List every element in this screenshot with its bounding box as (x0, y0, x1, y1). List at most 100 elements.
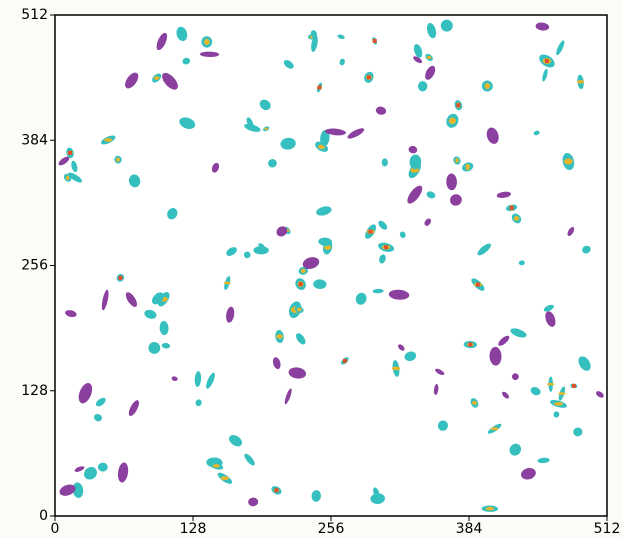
field-blob (372, 288, 384, 294)
field-peak (368, 229, 373, 234)
field-blob (65, 310, 77, 318)
field-peak (274, 488, 279, 493)
field-blob (84, 466, 97, 480)
field-blob (413, 56, 423, 64)
field-blob (446, 173, 457, 191)
field-blob (433, 383, 439, 396)
field-blob (573, 427, 583, 437)
field-core (324, 244, 332, 250)
field-core (153, 76, 160, 80)
field-blob (302, 257, 320, 269)
field-blob (229, 434, 243, 447)
field-blob (378, 220, 388, 230)
field-blob (535, 22, 550, 31)
field-blob (125, 72, 139, 89)
field-blob (182, 57, 191, 65)
field-blob (325, 128, 346, 136)
field-core (484, 82, 491, 90)
field-core (426, 55, 432, 60)
field-core (485, 506, 494, 511)
field-blob (388, 289, 410, 300)
field-blob (162, 72, 178, 90)
field-blob (276, 226, 288, 237)
field-blob (179, 117, 196, 129)
field-peak (298, 282, 303, 287)
field-blob (71, 160, 78, 173)
field-blob (509, 443, 522, 456)
field-blob (248, 497, 259, 507)
field-blob (379, 254, 386, 264)
field-peak (468, 342, 473, 347)
field-blob (370, 493, 385, 504)
field-blob (409, 154, 422, 170)
field-core (296, 307, 302, 312)
field-blob (59, 484, 76, 496)
field-blob (413, 44, 423, 58)
field-blob (159, 320, 169, 336)
field-blob (533, 130, 540, 136)
field-blob (283, 59, 294, 69)
field-blob (93, 413, 103, 422)
field-blob (226, 247, 237, 256)
field-core (471, 400, 477, 405)
field-core (104, 138, 113, 142)
field-blob (199, 51, 220, 57)
field-core (564, 158, 573, 165)
field-blob (311, 35, 318, 52)
field-blob (417, 81, 428, 92)
field-blob (125, 292, 137, 307)
field-blob (477, 243, 491, 256)
field-blob (280, 137, 296, 150)
field-blob (399, 231, 406, 238)
field-blob (246, 117, 254, 130)
field-blob (268, 158, 277, 168)
field-core (448, 117, 456, 124)
field-blob (195, 399, 202, 407)
field (58, 19, 604, 512)
field-blob (578, 356, 591, 371)
field-core (490, 427, 499, 431)
x-tick-label: 384 (456, 521, 483, 537)
field-peak (384, 245, 389, 250)
field-blob (284, 388, 292, 405)
field-blob (596, 391, 604, 398)
field-blob (211, 162, 220, 173)
field-peak (544, 58, 549, 63)
field-blob (553, 411, 560, 418)
field-peak (509, 205, 514, 210)
field-blob (347, 128, 365, 139)
field-blob (489, 346, 502, 366)
x-tick-label: 0 (51, 521, 60, 537)
field-blob (288, 367, 307, 379)
field-blob (556, 40, 565, 56)
field-blob (521, 468, 536, 480)
field-core (220, 476, 230, 481)
field-blob (545, 311, 556, 327)
field-blob (530, 386, 541, 396)
field-blob (243, 251, 251, 259)
field-peak (456, 103, 461, 108)
field-blob (316, 206, 332, 216)
field-blob (206, 372, 215, 389)
field-blob (253, 246, 269, 255)
field-blob (311, 490, 322, 502)
x-tick-label: 128 (180, 521, 207, 537)
field-blob (296, 333, 306, 345)
field-blob (375, 106, 387, 115)
field-blob (72, 482, 84, 498)
y-tick-label: 512 (21, 7, 48, 23)
field-blob (95, 397, 106, 407)
field-blob (128, 174, 141, 188)
field-core (116, 157, 120, 162)
field-blob (194, 371, 202, 387)
field-core (513, 216, 520, 221)
field-core (455, 158, 459, 163)
x-tick-label: 256 (318, 521, 345, 537)
field-blob (510, 328, 527, 338)
field-blob (226, 306, 235, 323)
field-core (276, 334, 283, 339)
field-blob (337, 34, 345, 40)
field-blob (373, 487, 380, 498)
y-tick-label: 256 (21, 258, 48, 274)
